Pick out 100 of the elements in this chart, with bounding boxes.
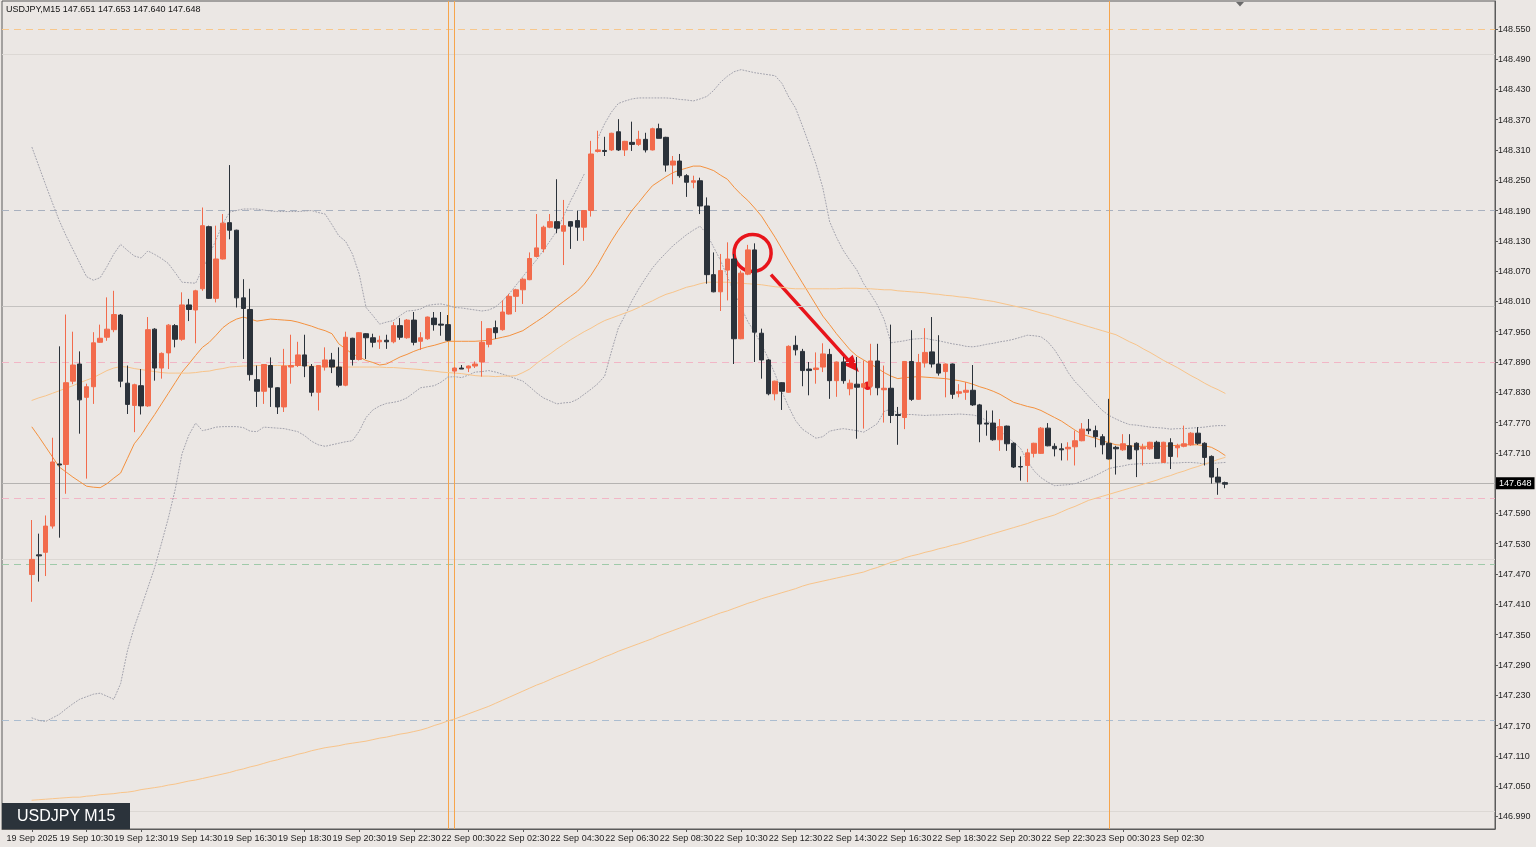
candlestick — [1065, 441, 1071, 461]
candlestick — [643, 132, 648, 153]
line-series — [31, 165, 1226, 489]
candlestick — [350, 337, 355, 367]
x-tick-label: 19 Sep 12:30 — [114, 832, 168, 843]
candlestick — [179, 291, 185, 342]
candlestick — [275, 386, 280, 415]
candlestick — [854, 356, 860, 440]
candlestick — [118, 313, 123, 388]
x-tick-label: 19 Sep 20:30 — [332, 832, 387, 843]
candlestick — [861, 359, 866, 430]
y-tick-label: 148.490 — [1498, 54, 1531, 65]
y-tick-label: 147.770 — [1498, 417, 1531, 428]
candlestick — [404, 318, 410, 340]
candlestick — [1120, 433, 1126, 452]
candlestick — [138, 368, 144, 415]
candlestick — [43, 514, 48, 577]
candlestick — [670, 155, 676, 185]
candlestick — [1161, 441, 1166, 464]
y-tick-label: 147.350 — [1498, 629, 1531, 640]
y-tick-label: 146.990 — [1498, 811, 1531, 822]
y-tick-label: 148.190 — [1498, 205, 1531, 216]
candlestick — [609, 132, 614, 152]
candlestick — [384, 334, 389, 350]
line-series — [31, 281, 1226, 401]
y-tick-label: 148.310 — [1498, 144, 1531, 155]
y-tick-label: 147.410 — [1498, 599, 1531, 610]
x-tick-label: 19 Sep 2025 — [6, 832, 58, 843]
x-tick-label: 19 Sep 22:30 — [386, 832, 441, 843]
candlestick — [786, 344, 791, 394]
candlestick — [254, 365, 260, 408]
line-series — [31, 225, 1226, 722]
candlestick — [152, 327, 157, 382]
y-tick-label: 147.950 — [1498, 326, 1531, 337]
candlestick — [411, 311, 417, 346]
candlestick — [827, 348, 832, 400]
candlestick — [1086, 418, 1091, 435]
candlestick — [834, 360, 839, 398]
candlestick — [943, 363, 948, 398]
candlestick — [554, 178, 560, 234]
candlestick — [261, 363, 267, 405]
candlestick — [602, 136, 607, 157]
candlestick — [691, 175, 696, 189]
candlestick — [397, 317, 403, 341]
candlestick — [425, 316, 430, 341]
candlestick — [997, 418, 1003, 452]
y-tick-label: 147.890 — [1498, 356, 1531, 367]
candlestick — [70, 331, 76, 385]
candlestick — [1127, 433, 1132, 460]
candlestick — [622, 140, 628, 157]
candlestick — [343, 331, 348, 387]
candlestick — [145, 316, 151, 408]
candlestick — [1134, 441, 1139, 478]
candlestick — [595, 130, 601, 153]
candlestick — [766, 358, 771, 396]
candlestick — [459, 364, 464, 370]
candlestick — [841, 356, 846, 385]
candlestick — [377, 335, 382, 350]
x-tick-label: 19 Sep 18:30 — [277, 832, 332, 843]
candlestick — [132, 383, 137, 433]
x-tick-label: 22 Sep 20:30 — [986, 832, 1041, 843]
candlestick — [247, 288, 253, 382]
y-tick-label: 148.370 — [1498, 114, 1531, 125]
ref-line-label: 147.648 — [1499, 478, 1532, 489]
candlestick — [629, 121, 635, 152]
candlestick — [636, 130, 641, 147]
candlestick — [752, 242, 757, 363]
line-series — [31, 456, 1226, 801]
candlestick — [677, 153, 682, 179]
x-tick-label: 22 Sep 04:30 — [550, 832, 605, 843]
candlestick — [356, 331, 362, 361]
candlestick — [268, 356, 273, 408]
y-tick-label: 147.830 — [1498, 387, 1531, 398]
x-tick-label: 19 Sep 14:30 — [168, 832, 223, 843]
candlestick — [391, 321, 396, 344]
candlestick — [227, 164, 232, 240]
candlestick — [159, 351, 164, 380]
x-tick-label: 22 Sep 02:30 — [496, 832, 550, 843]
candlestick — [50, 437, 55, 530]
x-tick-label: 22 Sep 00:30 — [441, 832, 496, 843]
candlestick — [868, 343, 873, 396]
candlestick — [561, 199, 566, 266]
y-tick-label: 148.130 — [1498, 235, 1531, 246]
candlestick — [684, 173, 689, 198]
candlestick — [29, 519, 35, 603]
candlestick — [234, 229, 239, 308]
candlestick — [1052, 442, 1057, 457]
candlestick — [309, 363, 314, 397]
x-tick-label: 22 Sep 16:30 — [877, 832, 932, 843]
y-tick-label: 147.710 — [1498, 447, 1531, 458]
candlestick — [57, 345, 62, 539]
x-tick-label: 22 Sep 22:30 — [1041, 832, 1096, 843]
x-tick-label: 22 Sep 12:30 — [768, 832, 823, 843]
candlestick — [172, 323, 178, 348]
candlestick — [725, 241, 730, 301]
candlestick — [950, 363, 955, 400]
candlestick — [793, 335, 798, 356]
x-tick-label: 22 Sep 06:30 — [605, 832, 659, 843]
candlestick — [779, 381, 785, 411]
y-tick-label: 148.010 — [1498, 296, 1531, 307]
